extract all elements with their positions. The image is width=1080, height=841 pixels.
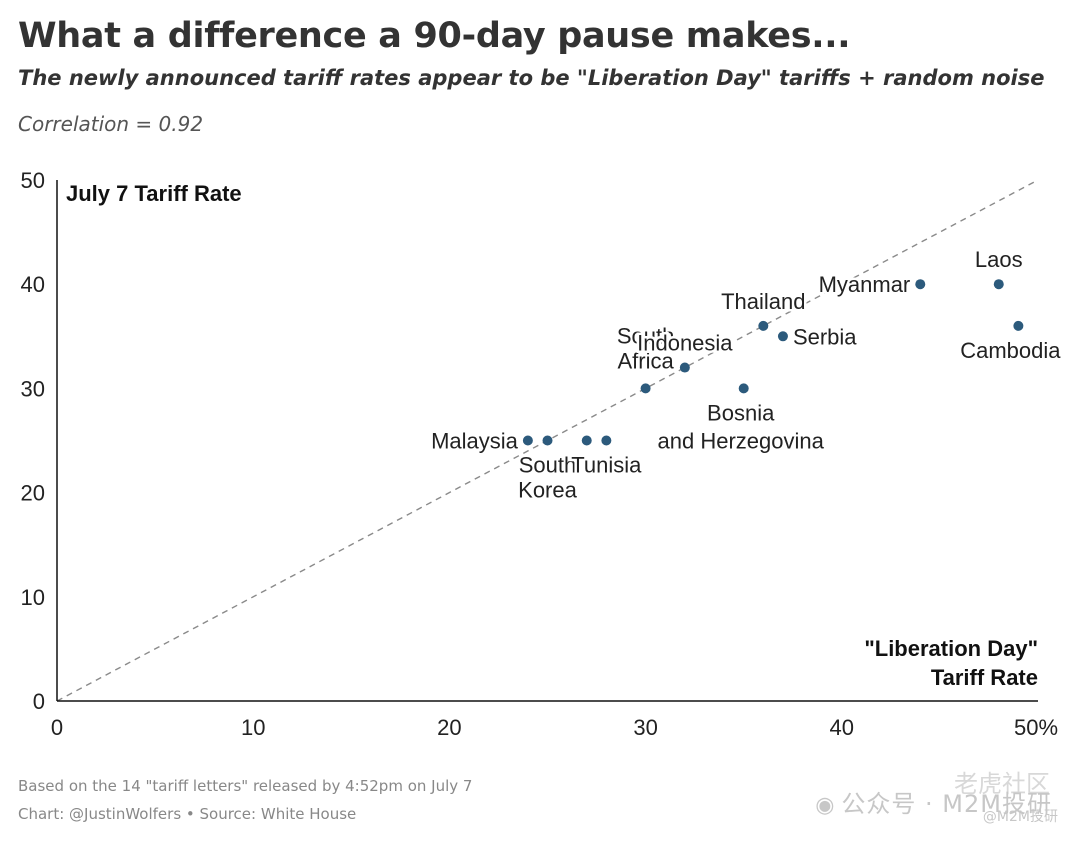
y-tick-label: 20 <box>21 481 45 506</box>
data-point <box>1013 320 1024 331</box>
data-point <box>993 279 1004 290</box>
x-tick-label: 20 <box>437 715 461 740</box>
y-tick-label: 50 <box>21 168 45 193</box>
y-tick-label: 30 <box>21 376 45 401</box>
data-point <box>758 320 769 331</box>
y-tick-label: 10 <box>21 585 45 610</box>
watermark-small: @M2M投研 <box>982 809 1058 825</box>
point-label: Indonesia <box>637 331 733 356</box>
data-point <box>915 279 926 290</box>
data-point <box>777 331 788 342</box>
data-point <box>738 383 749 394</box>
watermark: ◉ 公众号 · M2M投研 <box>815 784 1052 819</box>
y-axis-title: July 7 Tariff Rate <box>66 181 242 206</box>
point-label: South <box>519 453 577 478</box>
point-label: Africa <box>617 348 674 373</box>
point-label: Myanmar <box>819 272 911 297</box>
x-tick-label: 40 <box>830 715 854 740</box>
point-label: Cambodia <box>960 338 1061 363</box>
x-axis-title: "Liberation Day" <box>864 636 1038 661</box>
y-tick-label: 0 <box>33 689 45 714</box>
data-point <box>640 383 651 394</box>
x-tick-label: 0 <box>51 715 63 740</box>
point-label: Korea <box>518 478 577 503</box>
watermark-stamp: 老虎社区 <box>954 770 1050 798</box>
y-tick-label: 40 <box>21 272 45 297</box>
chart-subtitle: The newly announced tariff rates appear … <box>18 66 1045 90</box>
x-axis-title: Tariff Rate <box>931 665 1038 690</box>
data-point <box>679 362 690 373</box>
point-label: Tunisia <box>571 453 642 478</box>
data-point <box>542 435 553 446</box>
x-tick-label: 30 <box>633 715 657 740</box>
point-label: and Herzegovina <box>658 428 825 453</box>
correlation-note: Correlation = 0.92 <box>18 112 204 136</box>
footer-note: Based on the 14 "tariff letters" release… <box>18 777 473 795</box>
x-tick-label: 50% <box>1014 715 1058 740</box>
data-point <box>601 435 612 446</box>
point-label: Laos <box>975 247 1023 272</box>
x-tick-label: 10 <box>241 715 265 740</box>
chart-title: What a difference a 90-day pause makes..… <box>18 16 851 56</box>
data-point <box>581 435 592 446</box>
point-label: Serbia <box>793 324 857 349</box>
point-label: Thailand <box>721 289 805 314</box>
footer-source: Chart: @JustinWolfers • Source: White Ho… <box>18 805 357 823</box>
point-label: Malaysia <box>431 429 519 454</box>
wechat-icon: ◉ <box>815 793 836 818</box>
watermark-text: 公众号 · M2M投研 <box>841 790 1052 818</box>
point-label: South <box>617 323 675 348</box>
data-point <box>522 435 533 446</box>
point-label: Bosnia <box>707 400 775 425</box>
